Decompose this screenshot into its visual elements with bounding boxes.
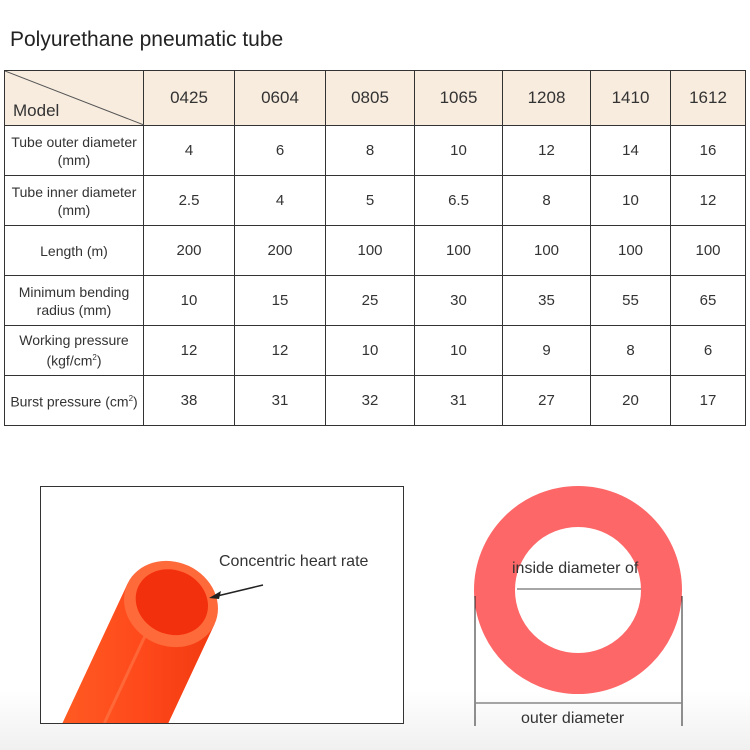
table-header-row: Model 0425 0604 0805 1065 1208 1410 1612 <box>4 70 746 126</box>
table-cell: 20 <box>590 375 671 426</box>
table-cell: 10 <box>414 325 503 376</box>
row-label-line: Tube outer diameter <box>11 133 137 150</box>
row-label-line: (mm) <box>57 151 91 168</box>
spec-table: Model 0425 0604 0805 1065 1208 1410 1612… <box>4 70 746 426</box>
superscript: 2 <box>92 353 97 363</box>
table-cell: 200 <box>234 225 326 276</box>
tube-illustration <box>62 560 264 723</box>
table-cell: 6 <box>670 325 746 376</box>
row-label-line: Tube inner diameter <box>11 183 137 200</box>
row-label: Tube inner diameter (mm) <box>4 175 144 226</box>
table-cell: 5 <box>325 175 415 226</box>
diagonal-divider <box>5 71 144 125</box>
tube-photo: Concentric heart rate <box>40 486 404 724</box>
table-cell: 10 <box>143 275 235 326</box>
page-title: Polyurethane pneumatic tube <box>10 28 284 51</box>
row-label-line: Minimum bending <box>18 283 130 300</box>
row-label: Working pressure (kgf/cm2) <box>4 325 144 376</box>
pointer-arrow <box>212 584 264 598</box>
table-cell: 10 <box>325 325 415 376</box>
row-label: Length (m) <box>4 225 144 276</box>
table-cell: 10 <box>414 125 503 176</box>
model-label: Model <box>13 101 60 120</box>
arrow-head-icon <box>209 591 221 599</box>
table-row: Burst pressure (cm2) 38 31 32 31 27 20 17 <box>4 375 746 426</box>
diameter-diagram <box>474 486 683 726</box>
corner-cell: Model <box>4 70 144 126</box>
table-cell: 31 <box>234 375 326 426</box>
table-cell: 8 <box>325 125 415 176</box>
row-label-line: (mm) <box>57 201 91 218</box>
table-cell: 32 <box>325 375 415 426</box>
table-row: Length (m) 200 200 100 100 100 100 100 <box>4 225 746 276</box>
table-cell: 35 <box>502 275 591 326</box>
table-cell: 100 <box>325 225 415 276</box>
tube-opening <box>135 569 209 636</box>
table-cell: 27 <box>502 375 591 426</box>
row-label: Tube outer diameter (mm) <box>4 125 144 176</box>
row-label-line: Working pressure <box>19 332 129 349</box>
model-header: 0425 <box>143 70 235 126</box>
table-cell: 8 <box>590 325 671 376</box>
table-cell: 200 <box>143 225 235 276</box>
table-cell: 12 <box>234 325 326 376</box>
row-label-line: (kgf/cm <box>46 352 93 369</box>
model-header: 1208 <box>502 70 591 126</box>
table-cell: 2.5 <box>143 175 235 226</box>
table-cell: 31 <box>414 375 503 426</box>
table-cell: 38 <box>143 375 235 426</box>
table-cell: 65 <box>670 275 746 326</box>
row-label-line: Burst pressure (cm <box>10 393 129 410</box>
model-header: 0805 <box>325 70 415 126</box>
row-label-end: ) <box>133 393 138 410</box>
photo-caption: Concentric heart rate <box>219 553 369 570</box>
table-cell: 16 <box>670 125 746 176</box>
table-cell: 30 <box>414 275 503 326</box>
tube-cross-section <box>474 486 682 694</box>
table-cell: 17 <box>670 375 746 426</box>
row-label-line: radius (mm) <box>36 301 112 318</box>
table-cell: 100 <box>670 225 746 276</box>
inner-diameter-label: inside diameter of <box>512 560 639 577</box>
table-row: Working pressure (kgf/cm2) 12 12 10 10 9 8 6 <box>4 325 746 376</box>
table-cell: 6.5 <box>414 175 503 226</box>
table-cell: 4 <box>143 125 235 176</box>
table-cell: 9 <box>502 325 591 376</box>
model-header: 1612 <box>670 70 746 126</box>
superscript: 2 <box>128 394 134 404</box>
row-label-end: ) <box>96 352 102 369</box>
model-header: 1065 <box>414 70 503 126</box>
outer-diameter-label: outer diameter <box>521 710 625 727</box>
table-cell: 14 <box>590 125 671 176</box>
row-label-line: Length (m) <box>40 242 108 259</box>
table-cell: 8 <box>502 175 591 226</box>
table-cell: 55 <box>590 275 671 326</box>
table-cell: 100 <box>590 225 671 276</box>
table-row: Tube inner diameter (mm) 2.5 4 5 6.5 8 10 12 <box>4 175 746 226</box>
